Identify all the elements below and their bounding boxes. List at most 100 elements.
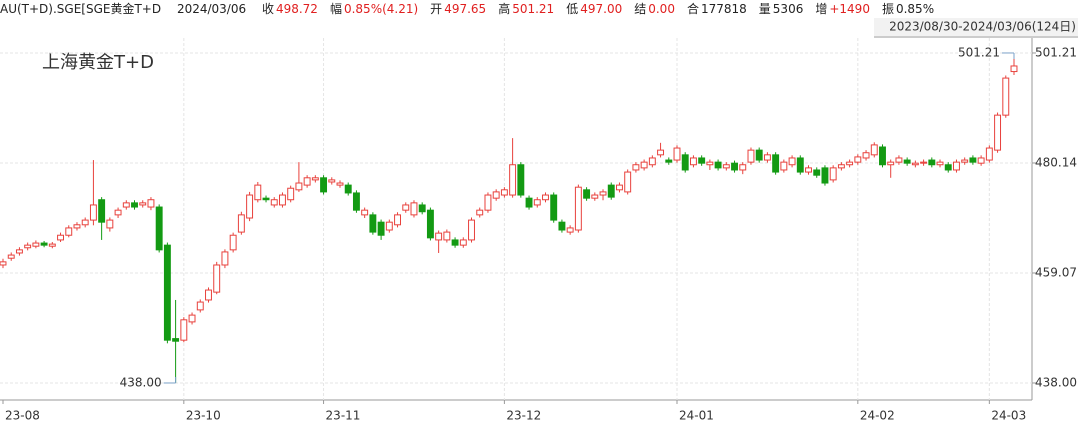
- candle-body: [48, 243, 56, 247]
- field-value: 0.85%: [895, 2, 935, 16]
- field-value: 0.00: [648, 2, 675, 16]
- candle-body: [558, 221, 566, 231]
- candle-body: [7, 254, 15, 259]
- candle-body: [328, 179, 336, 183]
- candle-body: [40, 242, 48, 246]
- field-value: 498.72: [275, 2, 318, 16]
- candle-body: [772, 154, 780, 173]
- candle-body: [213, 264, 221, 293]
- field-value: +1490: [829, 2, 870, 16]
- candle-body: [163, 244, 171, 341]
- candle-body: [24, 244, 32, 249]
- candle-body: [624, 171, 632, 193]
- candle-body: [821, 167, 829, 184]
- chart-title: 上海黄金T+D: [42, 52, 154, 73]
- candle-body: [303, 177, 311, 186]
- y-tick-label: 480.14: [1035, 155, 1077, 169]
- candle-body: [796, 157, 804, 173]
- candle-body: [837, 164, 845, 169]
- candle-body: [903, 159, 911, 164]
- field-label: 幅: [329, 2, 342, 16]
- candle-body: [994, 114, 1002, 151]
- candle-body: [788, 157, 796, 166]
- candle-body: [106, 219, 114, 229]
- candle-body: [632, 164, 640, 171]
- symbol: AU(T+D).SGE[SGE黄金T+D: [0, 2, 162, 16]
- candle-body: [32, 242, 40, 247]
- candle-body: [402, 204, 410, 211]
- x-tick-label: 23-08: [5, 409, 40, 423]
- candle-body: [155, 206, 163, 251]
- candle-body: [854, 156, 862, 163]
- candle-body: [977, 157, 985, 164]
- candle-body: [574, 186, 582, 231]
- date: 2024/03/06: [176, 2, 247, 16]
- candle-body: [755, 149, 763, 161]
- candle-body: [813, 169, 821, 176]
- candle-body: [131, 202, 138, 208]
- candle-body: [739, 164, 747, 171]
- field-label: 量: [758, 2, 771, 16]
- candle-body: [394, 214, 401, 226]
- annotation-label: 438.00: [120, 375, 162, 389]
- x-tick-label: 23-11: [326, 409, 361, 423]
- candle-body: [870, 144, 878, 156]
- candle-body: [435, 232, 443, 241]
- candle-body: [706, 161, 714, 166]
- candle-body: [607, 184, 615, 198]
- field-label: 结: [634, 2, 647, 16]
- candle-body: [500, 189, 508, 196]
- candle-body: [418, 204, 426, 213]
- candle-body: [665, 159, 673, 163]
- candle-body: [270, 199, 278, 206]
- candle-body: [57, 234, 64, 241]
- y-tick-label: 459.07: [1035, 265, 1077, 279]
- candle-body: [936, 161, 944, 166]
- candle-body: [139, 202, 147, 206]
- candle-body: [476, 209, 484, 216]
- candle-body: [246, 194, 254, 219]
- candle-body: [969, 157, 977, 163]
- candle-body: [689, 157, 697, 166]
- x-tick-label: 24-02: [860, 409, 895, 423]
- candle-body: [426, 209, 434, 239]
- candle-body: [846, 161, 854, 166]
- candle-body: [747, 149, 755, 163]
- candle-body: [237, 214, 245, 233]
- x-tick-label: 24-03: [991, 409, 1026, 423]
- candle-body: [657, 149, 665, 156]
- candle-body: [640, 161, 648, 169]
- candle-body: [320, 177, 328, 193]
- y-tick-label: 438.00: [1035, 375, 1077, 389]
- x-tick-label: 23-12: [506, 409, 541, 423]
- candle-body: [953, 161, 960, 171]
- candle-body: [188, 314, 196, 323]
- candle-body: [344, 184, 352, 194]
- field-label: 增: [815, 2, 828, 16]
- candle-body: [698, 157, 706, 164]
- candle-body: [229, 234, 237, 251]
- field-label: 合: [686, 2, 699, 16]
- candle-body: [311, 177, 319, 181]
- candle-body: [262, 197, 270, 201]
- candle-body: [295, 182, 303, 191]
- field-value: 497.00: [580, 2, 623, 16]
- candle-body: [681, 154, 689, 171]
- candle-body: [15, 249, 23, 254]
- candle-body: [616, 184, 623, 191]
- candle-body: [459, 239, 467, 246]
- candle-body: [81, 219, 89, 226]
- candle-body: [599, 191, 607, 196]
- candle-body: [920, 161, 928, 164]
- candle-body: [172, 338, 180, 342]
- field-label: 振: [881, 2, 894, 16]
- field-value: 0.85%(4.21): [343, 2, 419, 16]
- range-box: [874, 18, 1078, 36]
- y-tick-label: 501.21: [1035, 45, 1077, 59]
- candle-body: [114, 209, 122, 216]
- candle-body: [443, 231, 451, 241]
- x-tick-label: 24-01: [679, 409, 714, 423]
- candle-body: [887, 161, 895, 166]
